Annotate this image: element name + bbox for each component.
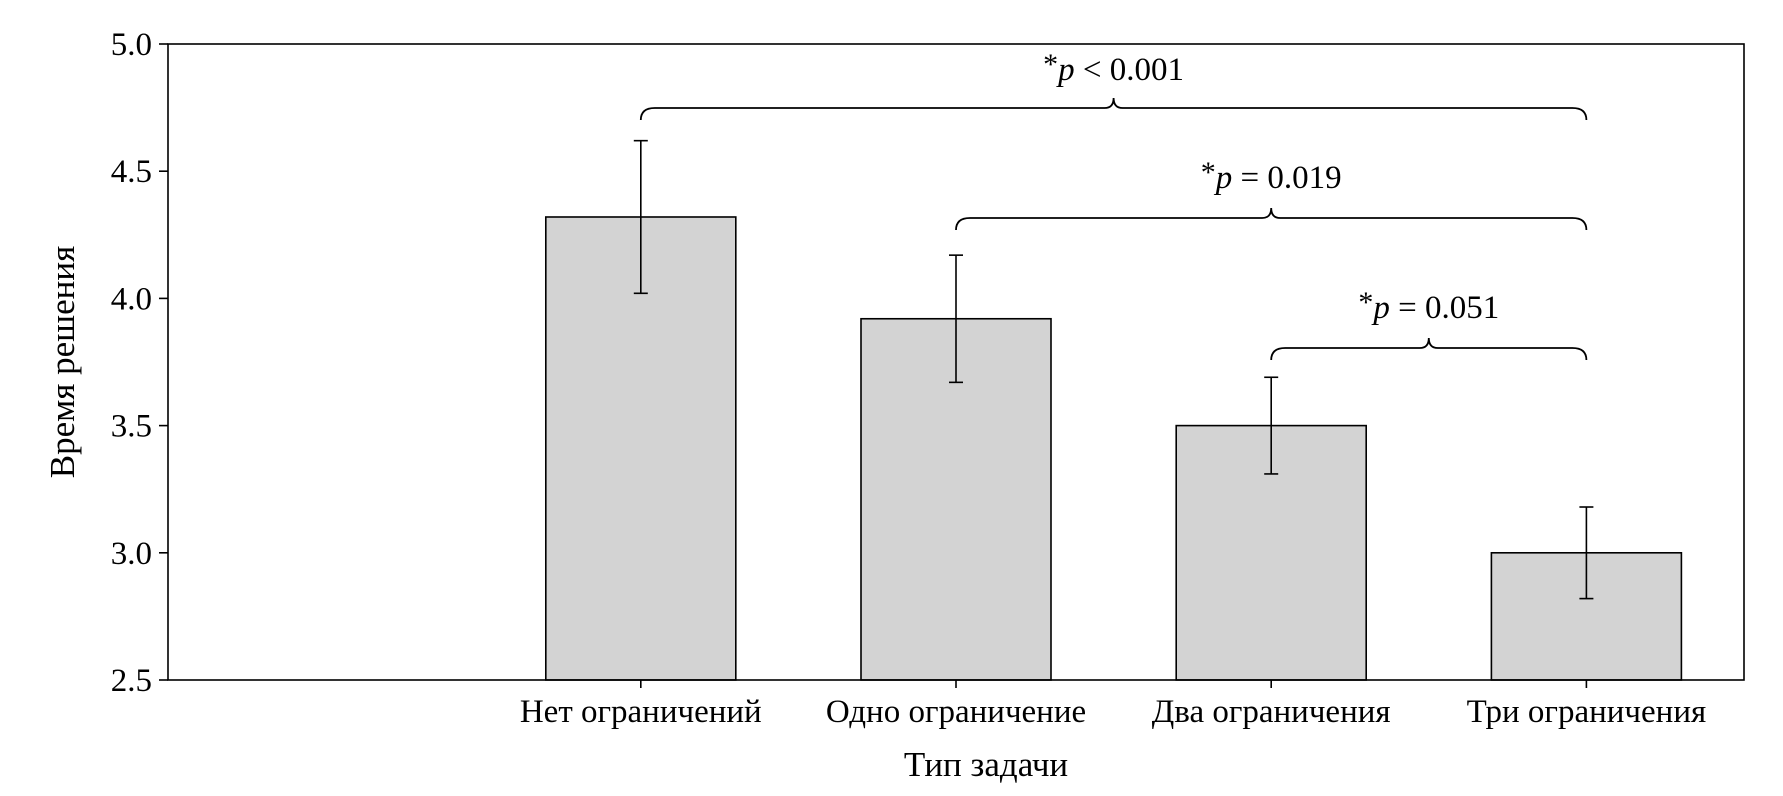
y-tick-label: 3.5 [111, 409, 152, 445]
bars-layer [544, 216, 1683, 681]
y-tick-label: 5.0 [111, 27, 152, 63]
p-value-label: *p < 0.001 [1043, 48, 1184, 88]
significance-bracket: *p = 0.051 [1270, 286, 1588, 361]
bar [544, 216, 737, 681]
p-value-label: *p = 0.051 [1358, 286, 1499, 326]
error-bar [949, 254, 963, 384]
significance-bracket: *p < 0.001 [639, 48, 1588, 121]
error-bar [1579, 506, 1594, 600]
error-bars-layer [633, 139, 1594, 600]
x-axis-title: Тип задачи [904, 745, 1068, 784]
error-bar [1264, 376, 1279, 475]
y-tick-label: 4.0 [111, 281, 152, 317]
significance-bracket: *p = 0.019 [955, 156, 1588, 231]
x-tick-label: Нет ограничений [520, 694, 762, 730]
significance-annotations: *p < 0.001 *p = 0.019 *p = 0.051 [639, 48, 1588, 361]
x-tick-label: Одно ограничение [826, 694, 1086, 730]
y-tick-label: 4.5 [111, 154, 152, 190]
y-axis-ticks: 2.5 3.0 3.5 4.0 4.5 5.0 [111, 27, 168, 699]
y-axis-title: Время решения [43, 246, 82, 478]
p-value-label: *p = 0.019 [1201, 156, 1342, 196]
y-tick-label: 3.0 [111, 536, 152, 572]
y-tick-label: 2.5 [111, 663, 152, 699]
x-tick-label: Три ограничения [1467, 694, 1707, 730]
x-axis-ticks: Нет ограничений Одно ограничение Два огран… [520, 680, 1706, 730]
error-bar [633, 139, 648, 295]
x-tick-label: Два ограничения [1152, 694, 1391, 730]
